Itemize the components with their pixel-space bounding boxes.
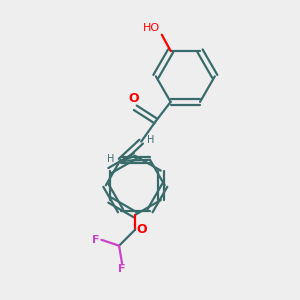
Text: O: O xyxy=(128,92,139,105)
Text: H: H xyxy=(107,154,115,164)
Text: O: O xyxy=(136,223,147,236)
Text: F: F xyxy=(118,264,126,274)
Text: F: F xyxy=(92,235,100,245)
Text: H: H xyxy=(147,135,154,145)
Text: HO: HO xyxy=(143,23,160,33)
